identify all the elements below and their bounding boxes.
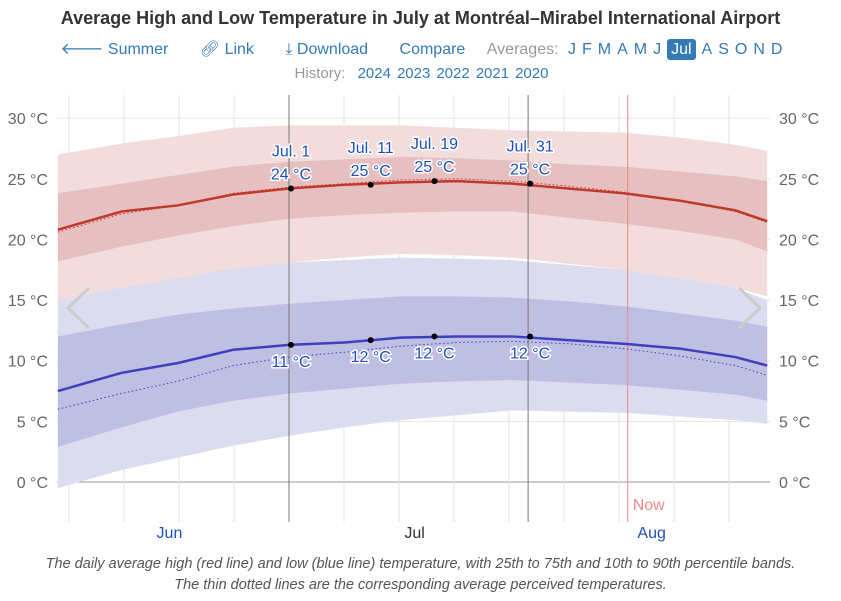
y-tick-label-right: 20 °C bbox=[779, 232, 819, 249]
chevron-right-icon[interactable] bbox=[737, 286, 763, 330]
month-7[interactable]: A bbox=[701, 41, 713, 58]
month-label-jul: Jul bbox=[404, 525, 424, 542]
low-perceived-line bbox=[57, 340, 768, 410]
history-label: History: bbox=[294, 65, 346, 82]
y-tick-label-left: 5 °C bbox=[17, 414, 48, 431]
annotation-high-value: 25 °C bbox=[414, 159, 454, 176]
summer-link[interactable]: 🡐 Summer bbox=[61, 41, 169, 58]
high-point bbox=[431, 178, 438, 185]
history-year-2022[interactable]: 2022 bbox=[436, 65, 470, 82]
annotation-high-value: 24 °C bbox=[271, 166, 311, 183]
average-high-line bbox=[57, 179, 768, 231]
history-year-2024[interactable]: 2024 bbox=[357, 65, 391, 82]
low-point bbox=[367, 337, 374, 344]
low-band-25-75 bbox=[57, 296, 768, 447]
now-label: Now bbox=[633, 497, 665, 514]
y-tick-label-right: 25 °C bbox=[779, 172, 819, 189]
annotation-date: Jul. 31 bbox=[507, 139, 554, 156]
chart-title: Average High and Low Temperature in July… bbox=[60, 8, 781, 28]
history-year-2021[interactable]: 2021 bbox=[475, 65, 510, 82]
link-icon: 🔗︎ bbox=[199, 41, 221, 58]
link-label: Link bbox=[224, 41, 254, 58]
annotation-date: Jul. 19 bbox=[411, 136, 458, 153]
download-icon: ⤓ bbox=[285, 41, 293, 58]
month-11[interactable]: D bbox=[770, 41, 783, 58]
averages-label: Averages: bbox=[486, 41, 559, 58]
download-label: Download bbox=[296, 41, 369, 58]
arrow-left-icon: 🡐 bbox=[60, 41, 104, 58]
history-year-2020[interactable]: 2020 bbox=[515, 65, 549, 82]
high-point bbox=[288, 185, 294, 192]
month-8[interactable]: S bbox=[718, 41, 729, 58]
annotation-low-value: 12 °C bbox=[351, 349, 391, 366]
average-low-line bbox=[57, 335, 768, 393]
nav-bar: 🡐 Summer 🔗︎ Link ⤓ Download Compare Aver… bbox=[0, 38, 841, 60]
low-point bbox=[288, 341, 294, 348]
month-label-jun: Jun bbox=[157, 525, 183, 542]
high-point bbox=[527, 180, 534, 187]
annotation-date: Jul. 1 bbox=[272, 143, 310, 160]
month-0[interactable]: J bbox=[567, 41, 576, 58]
chart-caption: The daily average high (red line) and lo… bbox=[45, 556, 796, 593]
month-label-aug: Aug bbox=[637, 525, 665, 542]
compare-link[interactable]: Compare bbox=[399, 41, 466, 58]
month-5[interactable]: J bbox=[653, 41, 662, 58]
annotation-low-value: 12 °C bbox=[510, 345, 550, 362]
y-tick-label-right: 10 °C bbox=[779, 354, 819, 371]
y-tick-label-right: 0 °C bbox=[779, 475, 810, 492]
history-year-2023[interactable]: 2023 bbox=[396, 65, 431, 82]
link-button[interactable]: 🔗︎ Link bbox=[200, 41, 254, 58]
history-years: 2024 2023 2022 2021 2020 bbox=[355, 65, 552, 82]
y-tick-label-right: 5 °C bbox=[779, 414, 810, 431]
high-point bbox=[367, 181, 374, 188]
month-6[interactable]: Jul bbox=[667, 39, 696, 60]
summer-label: Summer bbox=[107, 41, 169, 58]
month-4[interactable]: M bbox=[633, 41, 648, 58]
y-tick-label-left: 30 °C bbox=[8, 111, 48, 128]
annotation-high-value: 25 °C bbox=[510, 162, 550, 179]
temperature-chart: 0 °C 0 °C 5 °C 5 °C 10 °C 10 °C 15 °C 15 °C 20 °… bbox=[8, 95, 819, 542]
annotation-low-value: 12 °C bbox=[414, 345, 454, 362]
download-button[interactable]: ⤓ Download bbox=[285, 41, 368, 58]
month-9[interactable]: O bbox=[734, 41, 748, 58]
month-10[interactable]: N bbox=[753, 41, 765, 58]
annotation-high-value: 25 °C bbox=[351, 163, 391, 180]
annotation-date: Jul. 11 bbox=[348, 140, 394, 157]
y-tick-label-left: 0 °C bbox=[17, 475, 48, 492]
y-tick-label-left: 10 °C bbox=[8, 354, 48, 371]
y-tick-label-left: 15 °C bbox=[8, 293, 48, 310]
history-bar: History: 2024 2023 2022 2021 2020 bbox=[0, 65, 841, 82]
high-band-25-75 bbox=[57, 156, 768, 262]
y-tick-label-left: 25 °C bbox=[8, 172, 48, 189]
month-3[interactable]: A bbox=[617, 41, 628, 58]
low-point bbox=[431, 333, 438, 340]
y-tick-label-right: 30 °C bbox=[779, 111, 819, 128]
y-tick-label-left: 20 °C bbox=[8, 232, 48, 249]
month-1[interactable]: F bbox=[581, 41, 592, 58]
month-2[interactable]: M bbox=[597, 41, 612, 58]
chevron-left-icon[interactable] bbox=[65, 286, 91, 330]
y-tick-label-right: 15 °C bbox=[779, 293, 819, 310]
month-selector: J F M A M J Jul A S O N D bbox=[565, 39, 785, 60]
annotation-low-value: 11 °C bbox=[271, 354, 310, 371]
low-point bbox=[527, 333, 534, 340]
